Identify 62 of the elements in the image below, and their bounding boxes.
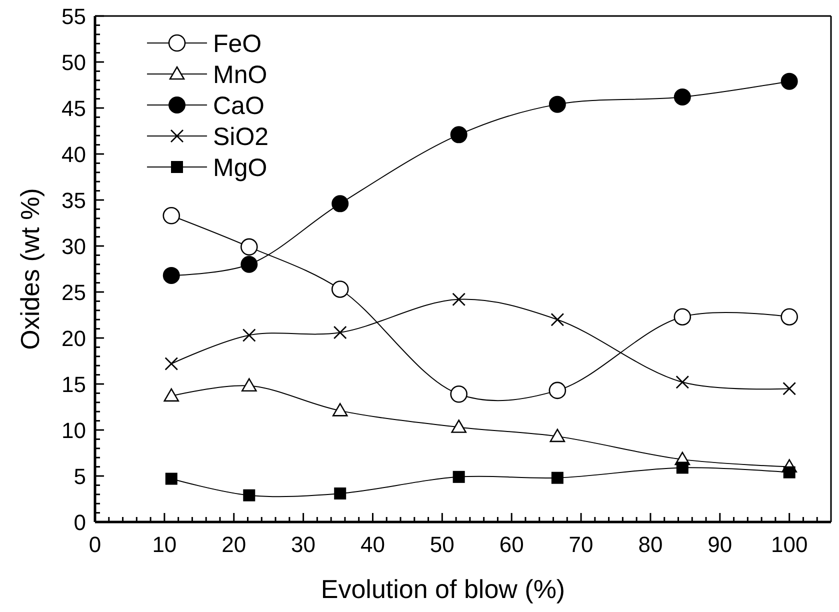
point (164, 388, 180, 402)
point (243, 489, 256, 502)
point (162, 206, 180, 224)
point (780, 308, 798, 326)
point (241, 378, 257, 392)
y-tick-label: 15 (62, 372, 86, 397)
point (332, 403, 348, 416)
legend-label: MnO (213, 61, 268, 89)
point (165, 472, 178, 485)
legend-label: MgO (213, 154, 268, 182)
point (452, 292, 466, 306)
point (551, 472, 564, 484)
x-tick-label: 20 (222, 532, 246, 557)
point (331, 280, 349, 298)
point (332, 195, 349, 212)
y-tick-label: 30 (62, 234, 86, 259)
point (674, 88, 691, 106)
x-axis-title: Evolution of blow (%) (320, 574, 566, 604)
point (450, 385, 468, 403)
y-tick-label: 55 (62, 4, 86, 29)
x-tick-label: 30 (291, 532, 316, 557)
y-axis-title: Oxides (wt %) (15, 188, 45, 350)
legend-label: SiO2 (213, 123, 269, 151)
y-tick-label: 40 (62, 142, 86, 167)
point (242, 328, 256, 342)
point (676, 462, 688, 474)
x-tick-label: 60 (499, 532, 524, 557)
x-tick-label: 40 (360, 532, 385, 557)
point (782, 382, 796, 396)
x-tick-label: 100 (770, 532, 808, 557)
y-tick-label: 25 (62, 280, 86, 305)
y-tick-label: 0 (74, 510, 86, 535)
point (162, 266, 180, 284)
point (450, 126, 468, 144)
point (548, 96, 566, 113)
y-tick-label: 10 (62, 418, 86, 443)
y-tick-label: 20 (62, 326, 86, 351)
point (674, 308, 692, 326)
point (550, 312, 564, 326)
y-tick-label: 35 (62, 188, 86, 213)
point (451, 420, 466, 433)
point (550, 428, 566, 442)
point (783, 466, 796, 478)
y-tick-label: 45 (62, 96, 86, 121)
x-tick-label: 50 (430, 532, 454, 557)
point (240, 238, 258, 256)
legend-label: FeO (213, 30, 262, 58)
point (240, 256, 258, 273)
x-tick-label: 10 (152, 532, 177, 557)
y-tick-label: 50 (62, 50, 86, 75)
point (780, 72, 798, 90)
x-tick-label: 70 (568, 532, 594, 557)
point (548, 382, 566, 400)
point (164, 357, 178, 370)
x-tick-label: 80 (638, 532, 663, 557)
legend-label: CaO (213, 92, 264, 120)
y-tick-label: 5 (74, 464, 86, 489)
point (452, 470, 465, 483)
point (333, 326, 347, 340)
x-tick-label: 90 (708, 532, 732, 557)
point (676, 375, 690, 389)
point (334, 487, 346, 500)
